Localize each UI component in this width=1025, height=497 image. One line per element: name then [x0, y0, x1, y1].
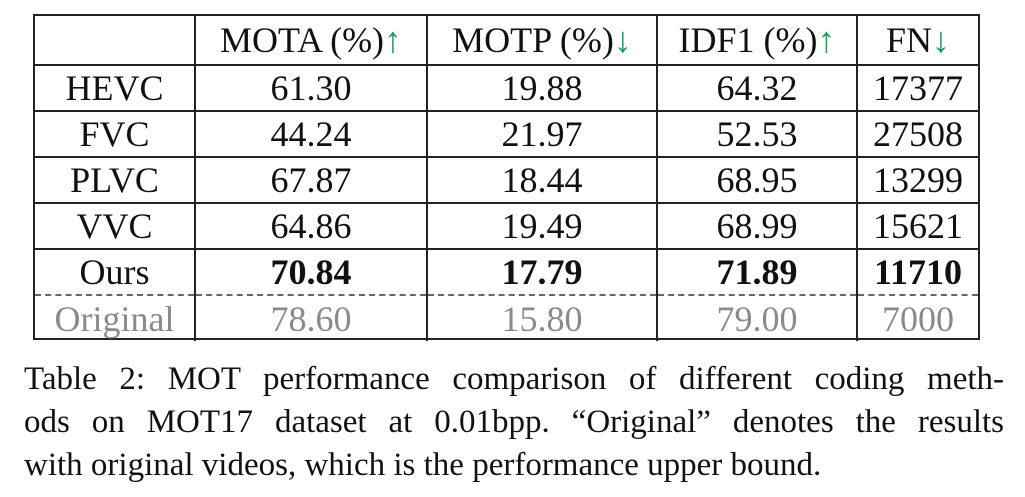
- table-row-original: Original 78.60 15.80 79.00 7000: [35, 294, 978, 341]
- method-cell: VVC: [35, 202, 195, 249]
- motp-cell: 15.80: [426, 294, 657, 341]
- fn-cell: 7000: [856, 294, 978, 341]
- caption-line: Table 2: MOT performance comparison of d…: [24, 361, 1004, 397]
- mota-cell: 70.84: [194, 248, 427, 295]
- header-row: MOTA (%)↑ MOTP (%)↓ IDF1 (%)↑ FN↓: [35, 16, 978, 65]
- header-idf1: IDF1 (%)↑: [656, 16, 857, 65]
- method-cell: PLVC: [35, 156, 195, 203]
- idf1-cell: 71.89: [656, 248, 857, 295]
- table-row: PLVC 67.87 18.44 68.95 13299: [35, 156, 978, 203]
- results-table-frame: MOTA (%)↑ MOTP (%)↓ IDF1 (%)↑ FN↓ HEVC 6…: [33, 14, 980, 341]
- idf1-cell: 52.53: [656, 110, 857, 157]
- fn-cell: 11710: [856, 248, 978, 295]
- idf1-cell: 64.32: [656, 64, 857, 111]
- down-arrow-icon: ↓: [932, 20, 951, 60]
- idf1-cell: 68.95: [656, 156, 857, 203]
- caption-line: ods on MOT17 dataset at 0.01bpp. “Origin…: [24, 404, 1004, 440]
- header-mota: MOTA (%)↑: [194, 16, 427, 65]
- method-cell: Original: [35, 294, 195, 341]
- down-arrow-icon: ↓: [613, 20, 632, 60]
- mot-results-table: MOTA (%)↑ MOTP (%)↓ IDF1 (%)↑ FN↓ HEVC 6…: [35, 16, 978, 341]
- motp-cell: 19.49: [426, 202, 657, 249]
- mota-cell: 78.60: [194, 294, 427, 341]
- caption-line: with original videos, which is the perfo…: [24, 447, 822, 483]
- table-caption: Table 2: MOT performance comparison of d…: [24, 358, 1004, 487]
- header-fn: FN↓: [856, 16, 978, 65]
- fn-cell: 15621: [856, 202, 978, 249]
- motp-cell: 18.44: [426, 156, 657, 203]
- method-cell: HEVC: [35, 64, 195, 111]
- mota-cell: 44.24: [194, 110, 427, 157]
- mota-cell: 61.30: [194, 64, 427, 111]
- table-row: VVC 64.86 19.49 68.99 15621: [35, 202, 978, 249]
- mota-cell: 64.86: [194, 202, 427, 249]
- fn-cell: 17377: [856, 64, 978, 111]
- idf1-cell: 79.00: [656, 294, 857, 341]
- motp-cell: 17.79: [426, 248, 657, 295]
- motp-cell: 21.97: [426, 110, 657, 157]
- motp-cell: 19.88: [426, 64, 657, 111]
- header-method: [35, 16, 195, 65]
- header-motp: MOTP (%)↓: [426, 16, 657, 65]
- up-arrow-icon: ↑: [817, 20, 836, 60]
- table-row-ours: Ours 70.84 17.79 71.89 11710: [35, 248, 978, 295]
- up-arrow-icon: ↑: [384, 20, 403, 60]
- fn-cell: 27508: [856, 110, 978, 157]
- fn-cell: 13299: [856, 156, 978, 203]
- table-row: FVC 44.24 21.97 52.53 27508: [35, 110, 978, 157]
- table-row: HEVC 61.30 19.88 64.32 17377: [35, 64, 978, 111]
- method-cell: FVC: [35, 110, 195, 157]
- mota-cell: 67.87: [194, 156, 427, 203]
- method-cell: Ours: [35, 248, 195, 295]
- idf1-cell: 68.99: [656, 202, 857, 249]
